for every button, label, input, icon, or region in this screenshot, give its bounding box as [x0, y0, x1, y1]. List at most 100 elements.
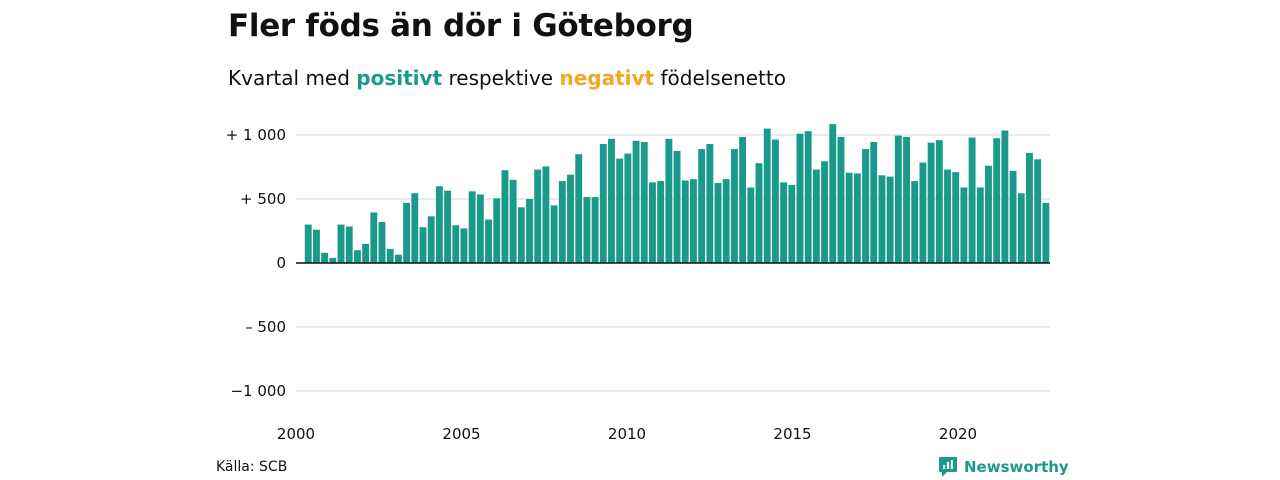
bar [657, 181, 665, 263]
bar [960, 187, 968, 263]
bar [911, 181, 919, 263]
bar [534, 169, 542, 263]
brand-name: Newsworthy [964, 458, 1069, 476]
bar [919, 162, 927, 263]
bar [788, 184, 796, 263]
subtitle-negative-word: negativt [559, 66, 655, 90]
bar [476, 194, 484, 263]
bar [616, 158, 624, 263]
bar [730, 149, 738, 263]
chart-title: Fler föds än dör i Göteborg [228, 8, 694, 44]
bar [509, 179, 517, 263]
bar [411, 193, 419, 263]
bar [845, 172, 853, 263]
bar [378, 222, 386, 263]
bar [673, 151, 681, 263]
bar [804, 131, 812, 263]
bar [493, 198, 501, 263]
y-tick-label: + 500 [240, 190, 286, 208]
brand-logo[interactable]: Newsworthy [938, 456, 1069, 478]
bar [927, 142, 935, 263]
bar [722, 179, 730, 263]
bar [1017, 193, 1025, 263]
bar [608, 138, 615, 263]
x-tick-label: 2015 [773, 425, 811, 443]
chart-subtitle: Kvartal med positivt respektive negativt… [228, 66, 786, 90]
y-tick-label: 0 [276, 254, 286, 272]
bar [386, 248, 394, 263]
bar [337, 224, 345, 263]
subtitle-prefix: Kvartal med [228, 66, 357, 90]
bar [501, 170, 509, 263]
bar [755, 163, 763, 263]
bar [821, 161, 829, 263]
bar [837, 136, 845, 263]
y-tick-label: + 1 000 [226, 126, 286, 144]
bar [640, 142, 648, 263]
bar [362, 243, 370, 263]
bar [862, 149, 869, 263]
bar [370, 212, 378, 263]
bar [394, 254, 402, 263]
bar [976, 187, 984, 263]
bar [1034, 159, 1042, 263]
bar [312, 229, 320, 263]
bar [304, 224, 312, 263]
bar [435, 186, 443, 263]
bar [886, 176, 894, 263]
bar [526, 199, 533, 263]
bar [517, 207, 525, 263]
bar [1042, 202, 1050, 263]
y-tick-label: −1 000 [230, 382, 286, 400]
bar [968, 137, 976, 263]
bar [452, 225, 460, 263]
bar [591, 197, 599, 263]
gridlines [296, 134, 1050, 392]
bar [485, 219, 492, 263]
x-axis-labels: 2000 2005 2010 2015 2020 [277, 425, 977, 443]
bar [403, 202, 411, 263]
bar [714, 183, 722, 263]
x-tick-label: 2020 [939, 425, 977, 443]
subtitle-positive-word: positivt [356, 66, 443, 90]
bar [952, 172, 960, 263]
y-axis-labels: + 1 000 + 500 0 – 500 −1 000 [226, 126, 286, 400]
x-tick-label: 2000 [277, 425, 315, 443]
bar [419, 227, 427, 263]
bar [1001, 130, 1009, 263]
bar [558, 181, 566, 263]
bar [763, 128, 771, 263]
bar [444, 190, 452, 263]
bars [296, 124, 1050, 264]
newsworthy-logo-icon [939, 457, 957, 477]
bar [329, 257, 337, 263]
bar [649, 182, 656, 263]
bar [468, 191, 476, 263]
source-note: Källa: SCB [216, 459, 288, 475]
bar [853, 173, 861, 263]
bar [353, 250, 361, 263]
bar [427, 216, 435, 263]
bar [1026, 152, 1033, 263]
bar [1009, 170, 1017, 263]
bar [944, 169, 951, 263]
x-tick-label: 2005 [442, 425, 480, 443]
bar [567, 174, 574, 263]
subtitle-middle: respektive [442, 66, 560, 90]
bar [698, 149, 706, 263]
bar [689, 179, 697, 263]
bar [583, 197, 591, 263]
subtitle-suffix: födelsenetto [654, 66, 786, 90]
bar [993, 138, 1001, 263]
bar [812, 169, 820, 263]
bar [870, 142, 878, 263]
x-tick-label: 2010 [608, 425, 646, 443]
bar [780, 182, 788, 263]
bar [796, 133, 804, 263]
bar [681, 180, 689, 263]
bar [985, 165, 992, 263]
bar [599, 143, 607, 263]
bar [771, 139, 779, 263]
bar [903, 136, 910, 263]
